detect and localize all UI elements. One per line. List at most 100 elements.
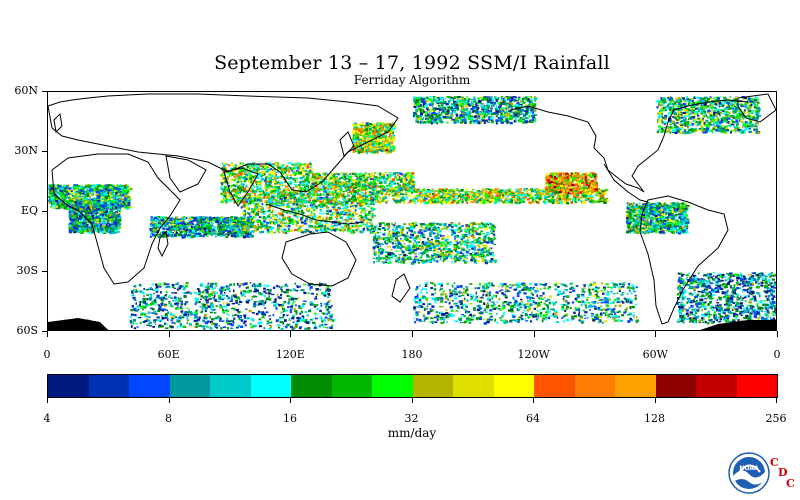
rain-speck xyxy=(225,171,229,174)
rain-speck xyxy=(286,203,290,206)
rain-speck xyxy=(149,235,152,238)
rain-speck xyxy=(286,194,290,197)
rain-speck xyxy=(48,201,51,205)
rain-speck xyxy=(237,219,240,222)
rain-speck xyxy=(84,223,87,226)
rain-speck xyxy=(69,199,73,202)
rain-speck xyxy=(256,168,259,171)
rain-speck xyxy=(242,201,247,204)
rain-speck xyxy=(307,195,310,199)
rain-speck xyxy=(245,225,248,227)
rain-speck xyxy=(107,184,110,187)
rain-speck xyxy=(274,201,276,204)
rain-speck xyxy=(255,181,259,184)
rain-speck xyxy=(105,188,108,190)
rain-speck xyxy=(114,216,117,219)
rain-speck xyxy=(306,207,310,211)
rain-speck xyxy=(225,221,230,224)
rain-speck xyxy=(333,228,337,232)
rain-speck xyxy=(231,222,235,225)
rain-speck xyxy=(183,234,187,236)
rain-speck xyxy=(308,163,311,165)
rain-speck xyxy=(253,201,255,205)
rain-speck xyxy=(302,180,305,184)
rain-speck xyxy=(257,205,262,208)
rain-speck xyxy=(114,229,118,233)
rain-speck xyxy=(151,223,153,226)
rain-speck xyxy=(264,186,267,189)
rain-speck xyxy=(262,212,266,215)
rain-speck xyxy=(75,202,78,206)
rain-speck xyxy=(55,205,58,209)
rain-speck xyxy=(267,210,272,212)
rain-speck xyxy=(241,222,246,226)
rain-speck xyxy=(80,197,84,199)
rain-speck xyxy=(79,207,83,210)
rain-speck xyxy=(75,196,79,199)
rain-speck xyxy=(240,172,243,175)
rain-speck xyxy=(118,217,122,219)
rain-speck xyxy=(69,208,71,211)
rain-speck xyxy=(293,196,296,199)
rain-speck xyxy=(280,176,284,178)
rain-speck xyxy=(326,224,329,226)
rain-speck xyxy=(170,233,172,236)
rain-speck xyxy=(293,193,296,196)
rain-speck xyxy=(80,186,83,189)
rain-speck xyxy=(96,206,98,210)
rain-speck xyxy=(237,175,240,178)
rain-speck xyxy=(278,166,280,170)
rain-speck xyxy=(294,194,297,197)
rain-speck xyxy=(252,184,254,186)
rain-speck xyxy=(187,231,190,234)
rain-speck xyxy=(221,224,224,227)
rain-speck xyxy=(170,223,173,226)
rain-speck xyxy=(157,223,161,227)
rain-speck xyxy=(100,200,104,202)
rain-speck xyxy=(113,198,117,201)
rain-speck xyxy=(89,196,91,199)
rain-speck xyxy=(117,213,121,215)
rain-speck xyxy=(242,232,244,236)
rain-speck xyxy=(222,229,226,231)
rain-speck xyxy=(109,228,113,231)
rain-speck xyxy=(234,235,236,238)
rain-speck xyxy=(241,212,245,215)
rain-speck xyxy=(282,228,286,232)
rain-speck xyxy=(310,211,313,214)
rain-speck xyxy=(255,213,258,217)
rain-speck xyxy=(222,191,226,193)
rain-speck xyxy=(183,221,186,223)
rain-speck xyxy=(255,228,258,231)
rain-speck xyxy=(81,211,85,213)
rain-speck xyxy=(344,224,346,228)
rain-speck xyxy=(304,190,307,192)
rain-speck xyxy=(197,233,201,235)
rain-speck xyxy=(107,206,111,209)
rain-speck xyxy=(252,204,257,207)
rain-speck xyxy=(292,177,295,180)
rain-speck xyxy=(237,191,240,194)
rain-speck xyxy=(272,164,275,167)
rain-speck xyxy=(257,188,261,190)
rain-speck xyxy=(292,167,296,169)
rain-speck xyxy=(311,205,315,208)
rain-speck xyxy=(94,227,98,230)
rain-speck xyxy=(69,218,73,221)
rain-speck xyxy=(168,230,172,232)
rain-speck xyxy=(301,175,303,178)
rain-speck xyxy=(276,168,280,171)
rain-speck xyxy=(272,215,275,217)
rain-speck xyxy=(186,228,189,232)
rain-speck xyxy=(117,202,120,204)
rain-speck xyxy=(281,222,284,224)
rain-speck xyxy=(294,172,298,175)
rain-speck xyxy=(58,202,61,205)
rain-speck xyxy=(68,187,72,190)
rain-speck xyxy=(361,209,364,212)
rain-speck xyxy=(89,187,92,190)
rain-speck xyxy=(254,191,256,194)
rain-speck xyxy=(363,212,367,214)
rain-speck xyxy=(265,203,268,207)
rain-speck xyxy=(223,220,227,223)
